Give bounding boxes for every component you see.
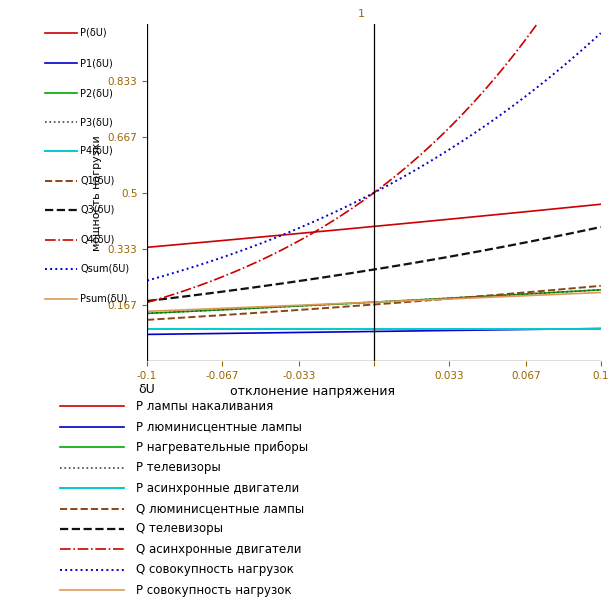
Text: Q4(δU): Q4(δU) [80, 235, 115, 245]
Text: Р нагревательные приборы: Р нагревательные приборы [136, 441, 308, 453]
Text: Q люминисцентные лампы: Q люминисцентные лампы [136, 502, 304, 515]
Text: Р асинхронные двигатели: Р асинхронные двигатели [136, 482, 299, 494]
Y-axis label: мощность нагрузки: мощность нагрузки [92, 135, 102, 251]
Text: Р люминисцентные лампы: Р люминисцентные лампы [136, 420, 302, 433]
Text: δU: δU [139, 383, 156, 396]
Text: P1(δU): P1(δU) [80, 58, 113, 68]
Text: Psum(δU): Psum(δU) [80, 294, 128, 304]
Text: 1: 1 [358, 9, 365, 20]
Text: P3(δU): P3(δU) [80, 117, 113, 127]
Text: P(δU): P(δU) [80, 28, 107, 38]
Text: отклонение напряжения: отклонение напряжения [230, 386, 395, 398]
Text: P2(δU): P2(δU) [80, 89, 113, 99]
Text: Q совокупность нагрузок: Q совокупность нагрузок [136, 564, 294, 577]
Text: Qsum(δU): Qsum(δU) [80, 264, 129, 274]
Text: Q асинхронные двигатели: Q асинхронные двигатели [136, 543, 302, 556]
Text: Р лампы накаливания: Р лампы накаливания [136, 400, 273, 412]
Text: Q телевизоры: Q телевизоры [136, 523, 223, 536]
Text: P4(δU): P4(δU) [80, 146, 113, 155]
Text: Р совокупность нагрузок: Р совокупность нагрузок [136, 584, 292, 597]
Text: Q1(δU): Q1(δU) [80, 176, 115, 186]
Text: Q3(δU): Q3(δU) [80, 204, 115, 215]
Text: Р телевизоры: Р телевизоры [136, 461, 221, 474]
